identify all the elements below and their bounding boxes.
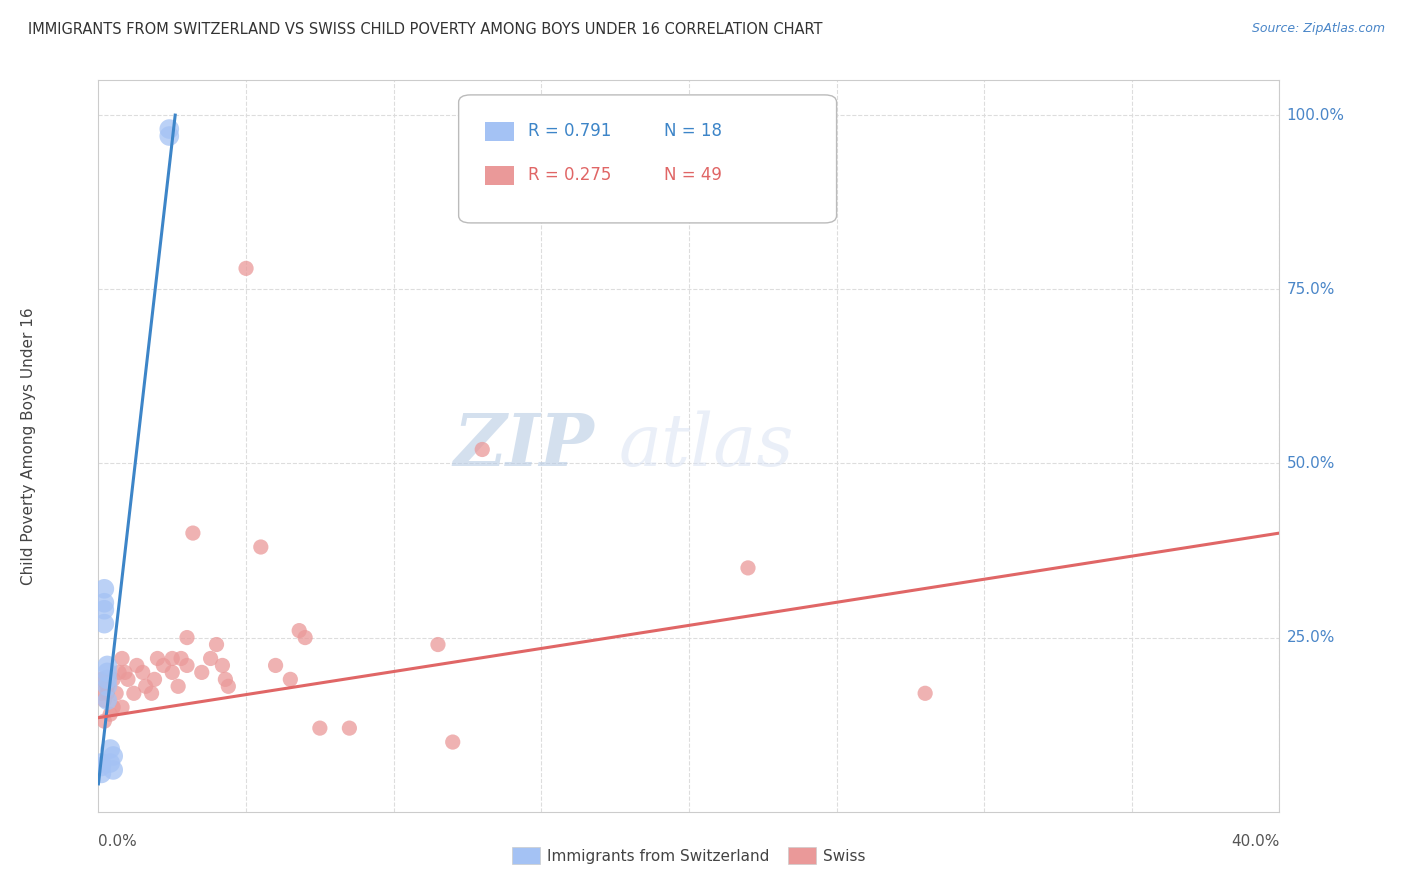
Point [98,742,121,756]
Point [250,540,273,554]
Point [90,756,112,770]
Legend: Immigrants from Switzerland, Swiss: Immigrants from Switzerland, Swiss [506,841,872,870]
Point [737,561,759,575]
Point [96,679,118,693]
Text: 25.0%: 25.0% [1286,630,1334,645]
Point [90,686,112,700]
Point [90,766,112,780]
Point [96,679,118,693]
Text: Source: ZipAtlas.com: Source: ZipAtlas.com [1251,22,1385,36]
Point [96,686,118,700]
Text: R = 0.275: R = 0.275 [529,167,612,185]
Point [214,673,236,687]
FancyBboxPatch shape [458,95,837,223]
Bar [485,122,515,141]
Point [93,582,115,596]
Point [96,658,118,673]
Point [141,686,163,700]
Point [176,631,198,645]
Point [337,721,360,735]
Point [111,700,134,714]
Text: IMMIGRANTS FROM SWITZERLAND VS SWISS CHILD POVERTY AMONG BOYS UNDER 16 CORRELATI: IMMIGRANTS FROM SWITZERLAND VS SWISS CHI… [28,22,823,37]
Text: 50.0%: 50.0% [1286,456,1334,471]
Point [93,616,115,631]
Point [93,596,115,610]
Point [191,665,214,680]
Point [264,658,287,673]
Point [143,673,166,687]
Text: 100.0%: 100.0% [1286,108,1344,122]
Point [103,700,125,714]
Point [170,651,193,665]
Point [93,693,115,707]
Point [132,665,155,680]
Point [157,122,180,136]
Point [122,686,145,700]
Point [167,679,190,693]
Text: atlas: atlas [619,410,793,482]
Point [103,673,125,687]
Point [96,665,118,680]
Point [93,714,115,728]
Text: ZIP: ZIP [454,410,595,482]
Point [111,651,134,665]
Point [103,749,125,764]
Point [294,631,316,645]
Point [162,651,183,665]
Point [217,679,239,693]
Point [108,665,131,680]
Point [235,261,257,276]
Point [125,658,148,673]
Point [176,658,198,673]
Point [135,679,157,693]
Point [278,673,302,687]
Text: 75.0%: 75.0% [1286,282,1334,297]
Point [288,624,311,638]
Point [211,658,233,673]
Point [98,756,121,770]
Point [146,651,169,665]
Point [162,665,183,680]
Point [205,638,228,652]
Point [181,526,204,541]
Text: N = 49: N = 49 [664,167,723,185]
Point [471,442,494,457]
Text: 40.0%: 40.0% [1232,834,1279,849]
Point [103,763,125,777]
Bar [485,166,515,185]
Point [152,658,174,673]
Point [309,721,332,735]
Text: R = 0.791: R = 0.791 [529,122,612,140]
Point [117,673,139,687]
Point [441,735,464,749]
Point [98,707,121,722]
Point [96,673,118,687]
Point [200,651,222,665]
Text: N = 18: N = 18 [664,122,723,140]
Point [96,693,118,707]
Text: Child Poverty Among Boys Under 16: Child Poverty Among Boys Under 16 [21,307,35,585]
Point [105,686,128,700]
Point [914,686,936,700]
Point [114,665,136,680]
Point [157,128,180,143]
Point [427,638,450,652]
Point [90,759,112,773]
Point [93,603,115,617]
Text: 0.0%: 0.0% [98,834,138,849]
Point [90,673,112,687]
